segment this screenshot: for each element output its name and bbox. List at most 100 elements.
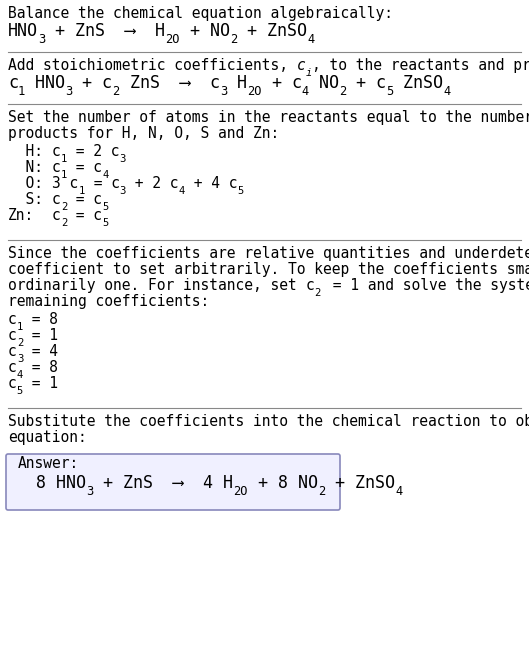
- Text: c: c: [52, 192, 61, 207]
- Text: 2O: 2O: [165, 33, 180, 45]
- Text: c: c: [8, 376, 17, 391]
- Text: coefficient to set arbitrarily. To keep the coefficients small, the arbitrary va: coefficient to set arbitrarily. To keep …: [8, 262, 529, 277]
- Text: H:: H:: [8, 144, 43, 159]
- Text: 5: 5: [102, 217, 108, 227]
- Text: 8 HNO: 8 HNO: [36, 474, 86, 492]
- Text: Add stoichiometric coefficients,: Add stoichiometric coefficients,: [8, 58, 297, 73]
- Text: 2: 2: [61, 202, 67, 212]
- Text: 2: 2: [314, 287, 321, 297]
- Text: 3: 3: [17, 354, 23, 364]
- Text: c: c: [52, 144, 61, 159]
- Text: ordinarily one. For instance, set: ordinarily one. For instance, set: [8, 278, 306, 293]
- Text: 4: 4: [443, 85, 451, 97]
- Text: 5: 5: [102, 202, 108, 212]
- Text: Balance the chemical equation algebraically:: Balance the chemical equation algebraica…: [8, 6, 393, 21]
- Text: + ZnSO: + ZnSO: [325, 474, 395, 492]
- Text: 3: 3: [120, 154, 126, 164]
- Text: 2O: 2O: [247, 85, 261, 97]
- Text: c: c: [8, 360, 17, 375]
- Text: N:: N:: [8, 160, 43, 175]
- Text: ZnSO: ZnSO: [393, 74, 443, 92]
- Text: 1: 1: [17, 321, 23, 331]
- Text: 2: 2: [230, 33, 237, 45]
- Text: 2: 2: [17, 338, 23, 348]
- Text: Substitute the coefficients into the chemical reaction to obtain the balanced: Substitute the coefficients into the che…: [8, 414, 529, 429]
- Text: 4: 4: [102, 170, 108, 180]
- Text: c: c: [8, 74, 18, 92]
- Text: Zn:: Zn:: [8, 208, 34, 223]
- Text: equation:: equation:: [8, 430, 87, 445]
- Text: 5: 5: [238, 186, 244, 196]
- Text: + 2 c: + 2 c: [126, 176, 178, 191]
- Text: = c: = c: [67, 192, 102, 207]
- Text: 4: 4: [307, 33, 314, 45]
- Text: NO: NO: [309, 74, 339, 92]
- Text: i: i: [306, 68, 312, 78]
- Text: = 1 and solve the system of equations for the: = 1 and solve the system of equations fo…: [324, 278, 529, 293]
- Text: c: c: [306, 278, 314, 293]
- Text: H: H: [227, 74, 247, 92]
- Text: 1: 1: [78, 186, 85, 196]
- Text: 4: 4: [302, 85, 309, 97]
- Text: 5: 5: [386, 85, 393, 97]
- Text: c: c: [8, 312, 17, 327]
- Text: + c: + c: [72, 74, 113, 92]
- Text: c: c: [8, 328, 17, 343]
- Text: Add stoichiometric coefficients,: Add stoichiometric coefficients,: [8, 58, 297, 73]
- Text: = 1: = 1: [23, 328, 58, 343]
- Text: 3: 3: [65, 85, 72, 97]
- Text: HNO: HNO: [25, 74, 65, 92]
- Text: + ZnSO: + ZnSO: [237, 22, 307, 40]
- Text: O:: O:: [8, 176, 43, 191]
- Text: 1: 1: [18, 85, 25, 97]
- Text: c_2: c_2: [306, 278, 332, 294]
- Text: Since the coefficients are relative quantities and underdetermined, choose a: Since the coefficients are relative quan…: [8, 246, 529, 261]
- Text: c: c: [52, 160, 61, 175]
- Text: ZnS  ⟶  c: ZnS ⟶ c: [120, 74, 220, 92]
- Text: c: c: [297, 58, 306, 73]
- Text: + ZnS  ⟶  H: + ZnS ⟶ H: [45, 22, 165, 40]
- Text: 2: 2: [61, 217, 67, 227]
- Text: = 8: = 8: [23, 360, 58, 375]
- Text: 2: 2: [318, 485, 325, 498]
- Text: = c: = c: [67, 208, 102, 223]
- Text: 3: 3: [220, 85, 227, 97]
- Text: = 2 c: = 2 c: [67, 144, 120, 159]
- Text: ordinarily one. For instance, set: ordinarily one. For instance, set: [8, 278, 306, 293]
- Text: + NO: + NO: [180, 22, 230, 40]
- Text: products for H, N, O, S and Zn:: products for H, N, O, S and Zn:: [8, 126, 279, 141]
- Text: 4: 4: [395, 485, 402, 498]
- Text: Set the number of atoms in the reactants equal to the number of atoms in the: Set the number of atoms in the reactants…: [8, 110, 529, 125]
- Text: 5: 5: [17, 386, 23, 396]
- Text: c: c: [52, 208, 61, 223]
- Text: c: c: [8, 344, 17, 359]
- Text: + c: + c: [346, 74, 386, 92]
- Text: 2: 2: [339, 85, 346, 97]
- Text: + ZnS  ⟶  4 H: + ZnS ⟶ 4 H: [93, 474, 233, 492]
- Text: 4: 4: [17, 370, 23, 380]
- Text: S:: S:: [8, 192, 43, 207]
- Text: i: i: [306, 68, 312, 78]
- Text: = 8: = 8: [23, 312, 58, 327]
- Text: 3: 3: [86, 485, 93, 498]
- Text: = c: = c: [67, 160, 102, 175]
- Text: 1: 1: [61, 154, 67, 164]
- Text: c: c: [297, 58, 306, 73]
- Text: , to the reactants and products:: , to the reactants and products:: [312, 58, 529, 73]
- Text: 4: 4: [178, 186, 185, 196]
- Text: + 4 c: + 4 c: [185, 176, 238, 191]
- Text: remaining coefficients:: remaining coefficients:: [8, 294, 209, 309]
- Text: 1: 1: [61, 170, 67, 180]
- Text: = 4: = 4: [23, 344, 58, 359]
- Text: 2: 2: [113, 85, 120, 97]
- Text: 2O: 2O: [233, 485, 248, 498]
- Text: = 1: = 1: [23, 376, 58, 391]
- Text: = c: = c: [85, 176, 120, 191]
- Text: 3: 3: [120, 186, 126, 196]
- Text: + c: + c: [261, 74, 302, 92]
- Text: 3: 3: [38, 33, 45, 45]
- Text: Answer:: Answer:: [18, 456, 79, 471]
- Text: 3 c: 3 c: [52, 176, 78, 191]
- Text: + 8 NO: + 8 NO: [248, 474, 318, 492]
- Text: HNO: HNO: [8, 22, 38, 40]
